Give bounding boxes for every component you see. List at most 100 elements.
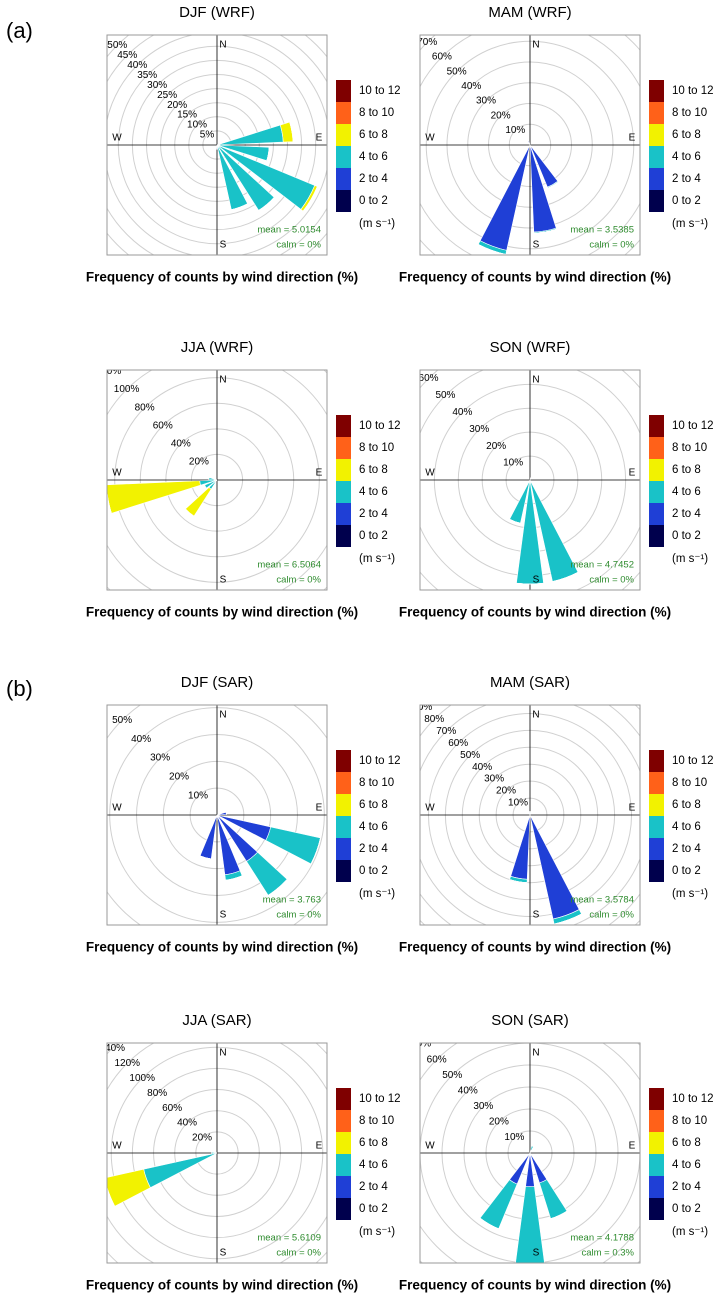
radial-tick-label: 10% xyxy=(508,798,528,809)
legend-label: 8 to 10 xyxy=(672,1115,707,1127)
petal-segment xyxy=(310,837,321,865)
radial-tick-label: 90% xyxy=(412,702,432,713)
stat-annotation: calm = 0% xyxy=(589,240,634,251)
legend-label: 10 to 12 xyxy=(359,85,401,97)
petal-segment xyxy=(550,1210,568,1219)
radial-tick-label: 60% xyxy=(448,738,468,749)
stat-annotation: calm = 0% xyxy=(276,575,321,586)
stat-annotation: mean = 4.1788 xyxy=(570,1233,634,1244)
x-axis-label: Frequency of counts by wind direction (%… xyxy=(399,940,671,955)
stat-annotation: calm = 0% xyxy=(276,910,321,921)
chart-title: SON (WRF) xyxy=(490,339,571,356)
legend-swatch xyxy=(336,459,351,481)
compass-label: E xyxy=(629,803,636,814)
compass-label: W xyxy=(112,803,122,814)
petal-segment xyxy=(107,1186,116,1207)
radial-tick-label: 10% xyxy=(505,125,525,136)
legend-title: (m s⁻¹) xyxy=(672,553,708,565)
legend-label: 10 to 12 xyxy=(359,755,401,767)
compass-label: S xyxy=(533,575,540,586)
radial-tick-label: 5% xyxy=(200,130,215,141)
radial-tick-label: 40% xyxy=(131,734,151,745)
wind-rose: DJF (WRF) Frequency of counts by wind dir… xyxy=(86,4,401,285)
wind-rose: MAM (WRF) Frequency of counts by wind dir… xyxy=(399,4,714,285)
radial-tick-label: 20% xyxy=(489,1117,509,1128)
legend-label: 0 to 2 xyxy=(672,1203,701,1215)
radial-tick-label: 10% xyxy=(187,120,207,131)
stat-annotation: calm = 0% xyxy=(589,575,634,586)
legend-title: (m s⁻¹) xyxy=(359,218,395,230)
legend-swatch xyxy=(649,459,664,481)
compass-label: N xyxy=(219,710,226,721)
chart-title: MAM (WRF) xyxy=(488,4,571,21)
legend-swatch xyxy=(336,860,351,882)
petal-segment xyxy=(204,485,207,489)
legend-label: 4 to 6 xyxy=(672,821,701,833)
legend-title: (m s⁻¹) xyxy=(672,1226,708,1238)
legend-swatch xyxy=(649,437,664,459)
compass-label: S xyxy=(533,910,540,921)
legend-label: 6 to 8 xyxy=(672,464,701,476)
legend-swatch xyxy=(649,772,664,794)
plot-frame xyxy=(419,34,641,256)
radial-tick-label: 80% xyxy=(147,1088,167,1099)
wind-rose: SON (WRF) Frequency of counts by wind dir… xyxy=(399,339,714,620)
legend-label: 10 to 12 xyxy=(672,85,714,97)
legend-swatch xyxy=(649,816,664,838)
legend-label: 6 to 8 xyxy=(359,129,388,141)
compass-label: N xyxy=(219,40,226,51)
plot-frame xyxy=(106,369,328,591)
petal-segment xyxy=(185,508,195,517)
legend-title: (m s⁻¹) xyxy=(359,553,395,565)
wind-rose: JJA (SAR) Frequency of counts by wind dir… xyxy=(86,1012,401,1293)
compass-label: W xyxy=(425,133,435,144)
stat-annotation: mean = 6.5064 xyxy=(257,560,321,571)
legend-label: 10 to 12 xyxy=(359,1093,401,1105)
plot-frame xyxy=(419,369,641,591)
panel-label: (b) xyxy=(6,676,33,701)
compass-label: W xyxy=(425,803,435,814)
stat-annotation: mean = 3.763 xyxy=(263,895,321,906)
plot-frame xyxy=(106,1042,328,1264)
radial-tick-label: 20% xyxy=(486,441,506,452)
radial-tick-label: 30% xyxy=(150,753,170,764)
stat-annotation: mean = 3.5784 xyxy=(570,895,634,906)
compass-label: S xyxy=(220,575,227,586)
stat-annotation: calm = 0.3% xyxy=(581,1248,634,1259)
x-axis-label: Frequency of counts by wind direction (%… xyxy=(399,270,671,285)
legend-label: 8 to 10 xyxy=(672,442,707,454)
compass-label: N xyxy=(219,1048,226,1059)
legend-swatch xyxy=(336,1088,351,1110)
legend-label: 2 to 4 xyxy=(359,508,388,520)
x-axis-label: Frequency of counts by wind direction (%… xyxy=(86,270,358,285)
legend-label: 2 to 4 xyxy=(359,173,388,185)
legend-label: 0 to 2 xyxy=(672,195,701,207)
radial-tick-label: 40% xyxy=(452,407,472,418)
legend-label: 10 to 12 xyxy=(672,755,714,767)
radial-tick-label: 60% xyxy=(162,1103,182,1114)
legend-swatch xyxy=(649,860,664,882)
legend-swatch xyxy=(336,1132,351,1154)
legend-swatch xyxy=(336,481,351,503)
radial-tick-label: 100% xyxy=(129,1073,155,1084)
radial-tick-label: 40% xyxy=(171,438,191,449)
legend-swatch xyxy=(649,1154,664,1176)
legend-label: 6 to 8 xyxy=(672,799,701,811)
compass-label: E xyxy=(629,1141,636,1152)
chart-title: JJA (SAR) xyxy=(182,1012,251,1029)
legend-label: 2 to 4 xyxy=(672,173,701,185)
radial-tick-label: 10% xyxy=(188,791,208,802)
radial-tick-label: 60% xyxy=(432,52,452,63)
compass-label: W xyxy=(112,133,122,144)
legend-swatch xyxy=(336,503,351,525)
legend-swatch xyxy=(336,415,351,437)
petal-segment xyxy=(302,186,318,212)
radial-tick-label: 70% xyxy=(417,37,437,48)
legend-label: 4 to 6 xyxy=(672,1159,701,1171)
stat-annotation: mean = 4.7452 xyxy=(570,560,634,571)
